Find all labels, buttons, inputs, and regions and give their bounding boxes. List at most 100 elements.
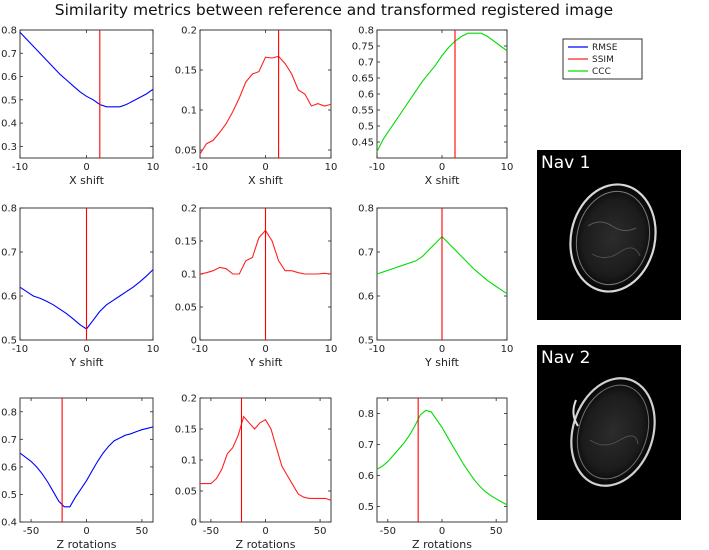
- axes-box: [19, 397, 154, 523]
- y-tick-label: 0.6: [358, 292, 374, 303]
- x-axis-label: Z rotations: [236, 538, 296, 550]
- series-line-ssim: [199, 55, 332, 155]
- series-line-rmse: [19, 426, 154, 508]
- x-tick-label: -50: [380, 526, 396, 537]
- nav1-inner-contour: [575, 190, 651, 286]
- y-tick-label: 0.05: [175, 303, 197, 314]
- y-tick-label: 0.8: [1, 407, 17, 418]
- nav2-head: [571, 378, 655, 486]
- x-tick-label: -10: [12, 344, 28, 355]
- nav2-label: Nav 2: [541, 348, 590, 368]
- nav1-skull-outline: [569, 183, 657, 293]
- x-tick-label: -50: [23, 526, 39, 537]
- legend-label-ssim: SSIM: [592, 55, 614, 65]
- axes-box: [199, 29, 332, 159]
- x-tick-label: 0: [439, 344, 445, 355]
- y-tick-label: 0.7: [1, 435, 17, 446]
- y-tick-label: 0.7: [1, 248, 17, 259]
- legend-label-rmse: RMSE: [592, 43, 618, 53]
- y-tick-label: 0: [191, 518, 197, 529]
- x-tick-label: 10: [147, 344, 160, 355]
- x-tick-label: 0: [262, 344, 268, 355]
- x-axis-label: X shift: [425, 174, 460, 187]
- figure-title: Similarity metrics between reference and…: [55, 1, 613, 19]
- y-tick-label: 0.7: [358, 58, 374, 69]
- x-tick-label: 10: [501, 162, 514, 173]
- chart-1-ssim: -10 0 10 0.05 0.1 0.15 0.2 X shift: [175, 26, 338, 188]
- y-tick-label: 0.15: [175, 237, 197, 248]
- axes-box: [376, 29, 508, 159]
- x-axis-label: Z rotations: [57, 538, 117, 550]
- y-tick-label: 0.4: [1, 518, 17, 529]
- y-tick-label: 0.7: [1, 49, 17, 60]
- x-axis-label: Y shift: [248, 356, 284, 369]
- y-tick-label: 0.5: [1, 490, 17, 501]
- x-tick-label: 10: [325, 344, 338, 355]
- x-axis-label: Y shift: [424, 356, 460, 369]
- y-tick-label: 0.8: [1, 26, 17, 37]
- y-tick-label: 0: [191, 336, 197, 347]
- y-tick-label: 0.7: [358, 440, 374, 451]
- y-tick-label: 0.05: [175, 487, 197, 498]
- x-tick-label: 50: [136, 526, 149, 537]
- x-tick-label: -10: [369, 344, 385, 355]
- y-tick-label: 0.2: [181, 204, 197, 215]
- x-tick-label: 50: [490, 526, 503, 537]
- axes-box: [376, 397, 508, 523]
- y-tick-label: 0.5: [358, 122, 374, 133]
- y-tick-label: 0.55: [352, 106, 374, 117]
- y-tick-label: 0.65: [352, 74, 374, 85]
- y-tick-label: 0.6: [1, 72, 17, 83]
- x-axis-label: Y shift: [69, 356, 105, 369]
- chart-7-ssim: -50 0 50 0 0.05 0.1 0.15 0.2 Z rotations: [175, 394, 332, 550]
- x-tick-label: -10: [369, 162, 385, 173]
- y-tick-label: 0.1: [181, 456, 197, 467]
- chart-6-rmse: -50 0 50 0.4 0.5 0.6 0.7 0.8 Z rotations: [1, 397, 154, 550]
- y-tick-label: 0.15: [175, 425, 197, 436]
- y-tick-label: 0.5: [358, 336, 374, 347]
- y-tick-label: 0.8: [358, 409, 374, 420]
- y-tick-label: 0.8: [1, 204, 17, 215]
- series-line-ccc: [376, 409, 508, 506]
- x-tick-label: 0: [83, 344, 89, 355]
- series-line-rmse: [19, 31, 154, 108]
- x-tick-label: 0: [439, 162, 445, 173]
- x-tick-label: -10: [12, 162, 28, 173]
- x-tick-label: -10: [192, 162, 208, 173]
- y-tick-label: 0.1: [181, 270, 197, 281]
- series-line-ccc: [376, 32, 508, 152]
- y-tick-label: 0.8: [358, 26, 374, 37]
- x-tick-label: 10: [501, 344, 514, 355]
- y-tick-label: 0.75: [352, 42, 374, 53]
- nav2-bright-edge: [572, 399, 579, 427]
- nav1-texture: [587, 221, 637, 232]
- axes-box: [199, 397, 332, 523]
- nav2-inner-contour: [576, 384, 650, 480]
- nav1-texture: [591, 247, 641, 258]
- nav1-label: Nav 1: [541, 153, 590, 173]
- x-tick-label: 0: [83, 162, 89, 173]
- nav2-texture: [589, 435, 639, 446]
- y-tick-label: 0.8: [358, 204, 374, 215]
- y-tick-label: 0.5: [358, 502, 374, 513]
- nav1-image: Nav 1: [537, 150, 681, 320]
- y-tick-label: 0.45: [352, 138, 374, 149]
- nav2-image: Nav 2: [537, 345, 681, 520]
- y-tick-label: 0.5: [1, 336, 17, 347]
- chart-0-rmse: -10 0 10 0.3 0.4 0.5 0.6 0.7 0.8 X shift: [1, 26, 159, 188]
- y-tick-label: 0.6: [1, 292, 17, 303]
- y-tick-label: 0.6: [358, 471, 374, 482]
- axes-box: [19, 29, 154, 159]
- chart-3-rmse: -10 0 10 0.5 0.6 0.7 0.8 Y shift: [1, 204, 159, 370]
- x-tick-label: 0: [439, 526, 445, 537]
- x-tick-label: 10: [147, 162, 160, 173]
- x-tick-label: 0: [83, 526, 89, 537]
- x-tick-label: -50: [203, 526, 219, 537]
- y-tick-label: 0.2: [181, 394, 197, 405]
- plots-grid: -10 0 100.30.40.50.60.70.8X shift-10 0 100.0…: [1, 26, 513, 550]
- x-tick-label: 0: [262, 162, 268, 173]
- nav1-head: [570, 184, 656, 292]
- y-tick-label: 0.15: [175, 66, 197, 77]
- y-tick-label: 0.1: [181, 106, 197, 117]
